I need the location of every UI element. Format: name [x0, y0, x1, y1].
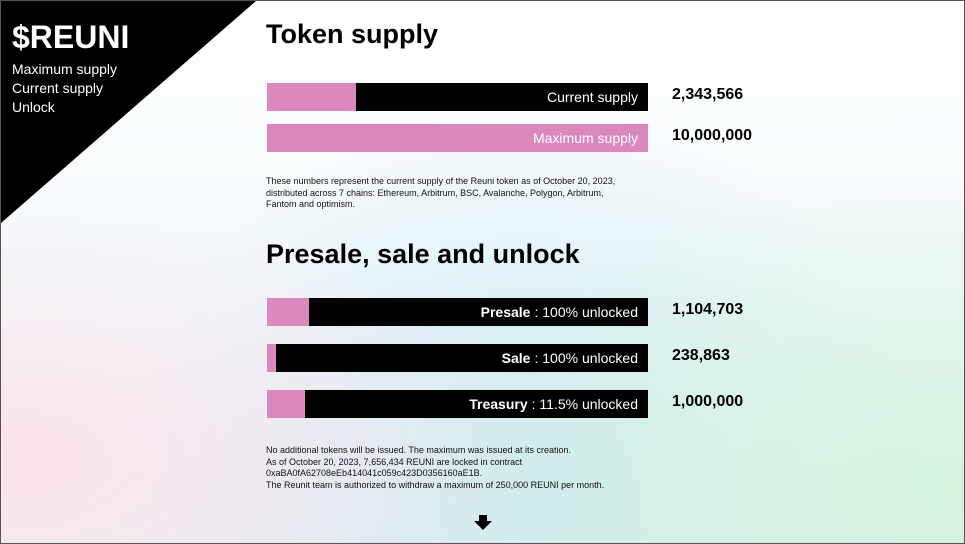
bar-detail: : 100% unlocked: [534, 350, 638, 366]
note-line: 0xaBA0fA62708eEb414041c059c423D0356160aE…: [266, 468, 483, 478]
amount: 1,104,703: [672, 301, 744, 318]
bar-text: Maximum supply: [532, 130, 638, 146]
supply-bar: Maximum supply: [267, 124, 648, 152]
note-line: No additional tokens will be issued. The…: [266, 445, 571, 455]
bar-label: Sale: 100% unlocked: [502, 344, 638, 372]
supply-bar: Sale: 100% unlocked: [267, 344, 648, 372]
supply-bar: Current supply: [267, 83, 648, 111]
note-line: Fantom and optimism.: [266, 199, 356, 209]
bar-fill: [267, 124, 648, 152]
corner-triangle: [1, 1, 256, 223]
note-line: As of October 20, 2023, 7,656,434 REUNI …: [266, 456, 523, 467]
supply-bar: Treasury: 11.5% unlocked: [267, 390, 648, 418]
down-arrow: [474, 515, 492, 530]
section-title: Presale, sale and unlock: [266, 239, 580, 269]
amount: 2,343,566: [672, 86, 744, 103]
bar-detail: : 11.5% unlocked: [531, 396, 638, 412]
brand-item: Unlock: [12, 99, 55, 115]
brand-item: Current supply: [12, 80, 104, 96]
bar-text: Current supply: [546, 89, 638, 105]
bar-label: Presale: 100% unlocked: [481, 298, 638, 326]
brand-title: $REUNI: [12, 19, 130, 55]
bar-label: Current supply: [547, 83, 638, 111]
bar-name: Treasury: [469, 396, 528, 412]
brand-item: Maximum supply: [12, 61, 118, 77]
bar-label: Treasury: 11.5% unlocked: [469, 390, 638, 418]
supply-bar: Presale: 100% unlocked: [267, 298, 648, 326]
bar-fill: [267, 344, 277, 372]
bar-label: Maximum supply: [533, 124, 638, 152]
bar-name: Sale: [501, 350, 531, 366]
amount: 1,000,000: [672, 393, 744, 410]
bar-fill: [267, 298, 310, 326]
note-line: distributed across 7 chains: Ethereum, A…: [266, 187, 604, 198]
bar-name: Presale: [480, 304, 531, 320]
note-line: The Reunit team is authorized to withdra…: [266, 479, 605, 490]
note-line: These numbers represent the current supp…: [266, 176, 616, 186]
amount: 238,863: [672, 347, 730, 364]
bar-detail: : 100% unlocked: [534, 304, 638, 320]
bar-fill: [267, 83, 357, 111]
section-title: Token supply: [266, 19, 439, 49]
amount: 10,000,000: [672, 127, 753, 144]
bar-fill: [267, 390, 306, 418]
